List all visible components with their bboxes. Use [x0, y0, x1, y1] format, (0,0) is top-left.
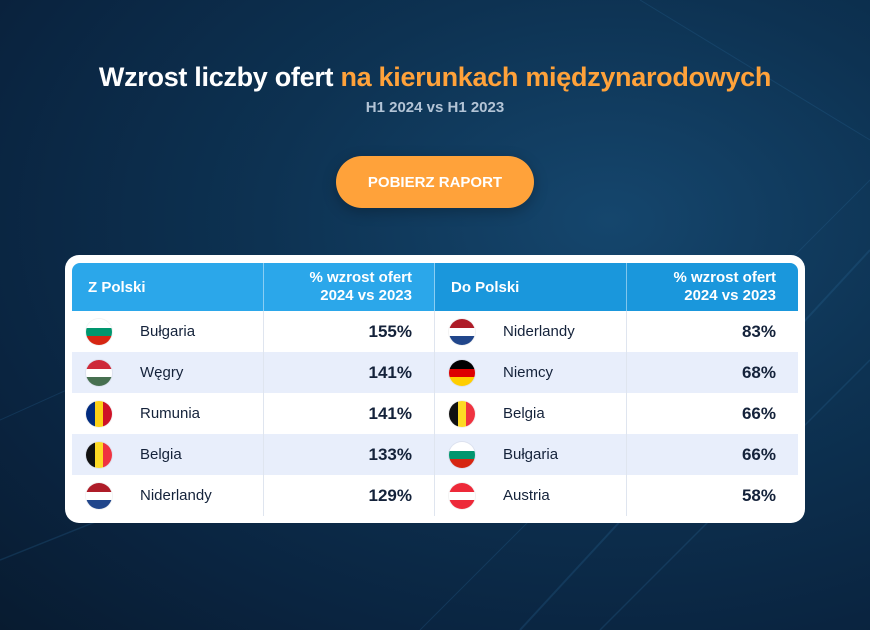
country-cell: Belgia: [72, 434, 264, 475]
download-report-button[interactable]: POBIERZ RAPORT: [336, 156, 534, 208]
hungary-flag-icon: [86, 359, 112, 386]
country-name: Bułgaria: [140, 323, 196, 340]
netherlands-flag-icon: [449, 318, 475, 345]
country-cell: Bułgaria: [435, 434, 627, 475]
table-row: Rumunia 141%: [72, 393, 435, 434]
bulgaria-flag-icon: [449, 441, 475, 468]
country-name: Belgia: [503, 405, 545, 422]
austria-flag-icon: [449, 482, 475, 509]
title-main: Wzrost liczby ofert: [98, 62, 334, 92]
growth-value: 66%: [741, 403, 776, 423]
germany-flag-icon: [449, 359, 475, 386]
country-cell: Austria: [435, 475, 627, 516]
table-row: Niemcy 68%: [435, 352, 798, 393]
country-cell: Rumunia: [72, 393, 264, 434]
belgium-flag-icon: [449, 400, 475, 427]
header-country-from-poland: Z Polski: [72, 263, 264, 311]
growth-value: 141%: [264, 352, 435, 393]
country-name: Belgia: [140, 446, 182, 463]
page-title: Wzrost liczby ofert na kierunkach między…: [0, 62, 870, 93]
belgium-flag-icon: [86, 441, 112, 468]
country-cell: Niderlandy: [72, 475, 264, 516]
country-name: Austria: [503, 487, 550, 504]
table-row: Węgry 141%: [72, 352, 435, 393]
growth-value: 66%: [741, 444, 776, 464]
table-row: Bułgaria 155%: [72, 311, 435, 352]
growth-value: 155%: [264, 311, 435, 352]
growth-value: 141%: [264, 393, 435, 434]
table-to-poland: Do Polski % wzrost ofert 2024 vs 2023 Nid…: [435, 263, 798, 516]
header-growth-to-poland: % wzrost ofert 2024 vs 2023: [673, 269, 776, 304]
title-accent: na kierunkach międzynarodowych: [340, 62, 772, 92]
bulgaria-flag-icon: [86, 318, 112, 345]
netherlands-flag-icon: [86, 482, 112, 509]
table-row: Niderlandy 129%: [72, 475, 435, 516]
table-header-to-poland: Do Polski % wzrost ofert 2024 vs 2023: [435, 263, 798, 311]
country-cell: Bułgaria: [72, 311, 264, 352]
country-name: Węgry: [140, 364, 184, 381]
growth-value: 68%: [741, 362, 776, 382]
growth-value: 133%: [264, 434, 435, 475]
header-country-to-poland: Do Polski: [435, 263, 627, 311]
table-row: Bułgaria 66%: [435, 434, 798, 475]
table-row: Belgia 66%: [435, 393, 798, 434]
table-row: Belgia 133%: [72, 434, 435, 475]
country-cell: Niemcy: [435, 352, 627, 393]
table-row: Austria 58%: [435, 475, 798, 516]
country-cell: Niderlandy: [435, 311, 627, 352]
country-name: Rumunia: [140, 405, 201, 422]
table-header-from-poland: Z Polski % wzrost ofert 2024 vs 2023: [72, 263, 435, 311]
country-cell: Węgry: [72, 352, 264, 393]
growth-value: 58%: [741, 485, 776, 505]
table-from-poland: Z Polski % wzrost ofert 2024 vs 2023 Bułg…: [72, 263, 435, 516]
table-row: Niderlandy 83%: [435, 311, 798, 352]
growth-value: 129%: [264, 475, 435, 516]
country-name: Niderlandy: [140, 487, 212, 504]
page-subtitle: H1 2024 vs H1 2023: [365, 99, 505, 116]
country-name: Niderlandy: [503, 323, 575, 340]
country-cell: Belgia: [435, 393, 627, 434]
country-name: Niemcy: [503, 364, 554, 381]
comparison-table-card: Z Polski % wzrost ofert 2024 vs 2023 Bułg…: [65, 255, 805, 523]
header-growth-from-poland: % wzrost ofert 2024 vs 2023: [264, 263, 435, 311]
romania-flag-icon: [86, 400, 112, 427]
growth-value: 83%: [741, 321, 776, 341]
country-name: Bułgaria: [503, 446, 559, 463]
